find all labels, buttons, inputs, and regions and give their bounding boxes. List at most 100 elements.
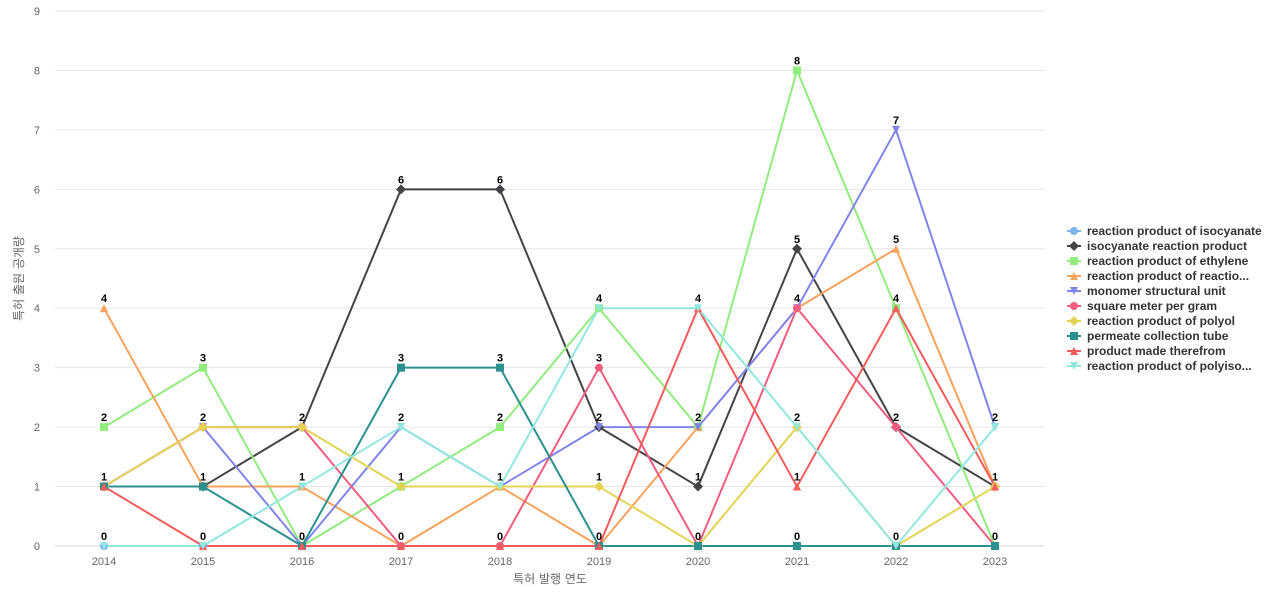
data-point-marker bbox=[297, 422, 307, 433]
legend-item[interactable]: square meter per gram bbox=[1067, 299, 1217, 313]
data-point-marker bbox=[793, 304, 801, 313]
data-point-marker bbox=[100, 423, 108, 432]
data-label: 4 bbox=[101, 293, 108, 305]
data-point-marker bbox=[991, 482, 999, 491]
data-label: 5 bbox=[893, 234, 899, 246]
data-label: 1 bbox=[497, 472, 503, 484]
y-tick-label: 3 bbox=[34, 363, 40, 375]
data-label: 6 bbox=[398, 174, 404, 186]
data-label: 3 bbox=[497, 353, 503, 365]
legend-label: product made therefrom bbox=[1087, 344, 1226, 358]
data-point-marker bbox=[594, 481, 604, 492]
data-label: 3 bbox=[398, 353, 404, 365]
data-point-marker bbox=[595, 423, 603, 432]
data-label: 0 bbox=[992, 531, 998, 543]
data-label: 2 bbox=[992, 412, 998, 424]
data-point-marker bbox=[397, 423, 405, 432]
legend-label: isocyanate reaction product bbox=[1087, 239, 1247, 253]
data-label: 2 bbox=[893, 412, 899, 424]
legend-item[interactable]: reaction product of polyiso... bbox=[1067, 359, 1252, 373]
data-label: 4 bbox=[596, 293, 603, 305]
data-point-marker bbox=[694, 423, 702, 432]
data-point-marker bbox=[496, 423, 504, 432]
data-label: 1 bbox=[992, 472, 998, 484]
data-point-marker bbox=[694, 542, 702, 550]
data-point-marker bbox=[396, 481, 406, 492]
y-tick-label: 1 bbox=[34, 482, 40, 494]
data-label: 7 bbox=[893, 115, 899, 127]
data-label: 6 bbox=[497, 174, 503, 186]
data-label: 0 bbox=[794, 531, 800, 543]
data-point-marker bbox=[199, 482, 207, 491]
legend-item[interactable]: product made therefrom bbox=[1067, 344, 1226, 358]
data-point-marker bbox=[298, 542, 306, 550]
data-label: 1 bbox=[794, 472, 800, 484]
data-point-marker bbox=[793, 482, 801, 491]
legend-item[interactable]: isocyanate reaction product bbox=[1067, 239, 1247, 253]
data-label: 2 bbox=[497, 412, 503, 424]
data-label: 2 bbox=[398, 412, 404, 424]
legend-item[interactable]: reaction product of ethylene bbox=[1067, 254, 1249, 268]
legend-symbol bbox=[1069, 241, 1079, 251]
data-point-marker bbox=[100, 304, 108, 313]
data-label: 0 bbox=[695, 531, 701, 543]
data-label: 3 bbox=[200, 353, 206, 365]
y-tick-label: 7 bbox=[34, 125, 40, 137]
data-point-marker bbox=[595, 363, 603, 372]
x-tick-label: 2020 bbox=[686, 556, 710, 568]
data-label: 2 bbox=[794, 412, 800, 424]
y-tick-label: 6 bbox=[34, 184, 40, 196]
legend-symbol bbox=[1070, 287, 1078, 295]
data-label: 0 bbox=[596, 531, 602, 543]
y-tick-label: 5 bbox=[34, 244, 40, 256]
data-label: 4 bbox=[893, 293, 900, 305]
legend-symbol bbox=[1070, 272, 1078, 280]
legend-label: reaction product of isocyanate bbox=[1087, 224, 1262, 238]
legend-label: permeate collection tube bbox=[1087, 329, 1229, 343]
data-label: 0 bbox=[101, 531, 107, 543]
data-point-marker bbox=[496, 363, 504, 372]
y-tick-label: 8 bbox=[34, 65, 40, 77]
legend-label: reaction product of polyiso... bbox=[1087, 359, 1252, 373]
legend-item[interactable]: reaction product of isocyanate bbox=[1067, 224, 1262, 238]
legend: reaction product of isocyanateisocyanate… bbox=[1067, 224, 1262, 373]
x-tick-label: 2023 bbox=[983, 556, 1007, 568]
y-tick-label: 4 bbox=[34, 303, 40, 315]
series-lines bbox=[103, 69, 996, 547]
legend-item[interactable]: permeate collection tube bbox=[1067, 329, 1229, 343]
legend-item[interactable]: reaction product of reactio... bbox=[1067, 269, 1249, 283]
legend-label: monomer structural unit bbox=[1087, 284, 1226, 298]
data-label: 0 bbox=[497, 531, 503, 543]
data-point-marker bbox=[892, 423, 900, 432]
data-point-marker bbox=[496, 482, 504, 491]
data-point-marker bbox=[991, 542, 999, 550]
series-line-2 bbox=[104, 188, 996, 488]
data-point-marker bbox=[892, 542, 900, 550]
data-point-marker bbox=[792, 243, 802, 254]
legend-symbol bbox=[1070, 257, 1078, 265]
legend-label: reaction product of ethylene bbox=[1087, 254, 1249, 268]
x-tick-label: 2018 bbox=[488, 556, 512, 568]
legend-symbol bbox=[1070, 332, 1078, 340]
x-tick-label: 2021 bbox=[785, 556, 809, 568]
data-point-marker bbox=[495, 184, 505, 195]
series-line-3 bbox=[103, 69, 996, 547]
data-point-marker bbox=[595, 304, 603, 313]
x-tick-label: 2019 bbox=[587, 556, 611, 568]
legend-item[interactable]: reaction product of polyol bbox=[1067, 314, 1235, 328]
data-label: 1 bbox=[101, 472, 107, 484]
x-tick-label: 2017 bbox=[389, 556, 413, 568]
data-point-marker bbox=[396, 184, 406, 195]
x-tick-label: 2014 bbox=[92, 556, 116, 568]
y-tick-label: 9 bbox=[34, 6, 40, 18]
data-labels: 0 1 2 4 0 1 2 3 0 1 2 0 1 2 3 6 0 1 2 3 6 0 1 2 3 4 0 1 2 4 0 1 2 4 5 8 0 2 4 5… bbox=[101, 55, 998, 543]
data-point-marker bbox=[199, 542, 207, 550]
data-point-marker bbox=[693, 481, 703, 492]
data-label: 4 bbox=[794, 293, 801, 305]
series-line-5 bbox=[103, 128, 996, 547]
data-point-marker bbox=[397, 542, 405, 550]
legend-symbol bbox=[1070, 347, 1078, 355]
x-axis-ticks: 2014 2015 2016 2017 2018 2019 2020 2021 2022 2023 bbox=[92, 556, 1007, 568]
data-point-marker bbox=[991, 423, 999, 432]
legend-item[interactable]: monomer structural unit bbox=[1067, 284, 1226, 298]
